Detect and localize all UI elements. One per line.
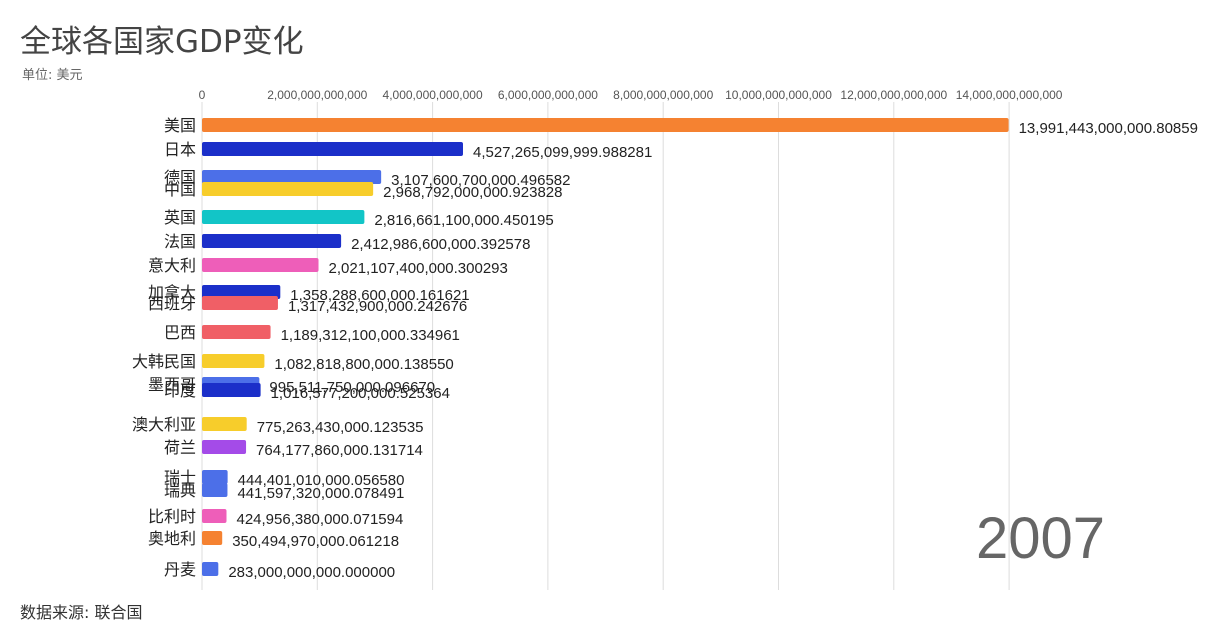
bar (202, 470, 228, 484)
category-label: 法国 (164, 232, 196, 251)
bar (202, 440, 247, 454)
category-label: 加拿大 (148, 283, 196, 302)
category-label: 中国 (164, 180, 196, 199)
value-label: 775,263,430,000.123535 (257, 419, 424, 436)
value-label: 2,412,986,600,000.392578 (351, 236, 530, 253)
category-label: 奥地利 (148, 529, 196, 548)
bars (202, 118, 1009, 576)
x-tick-label: 10,000,000,000,000 (725, 88, 832, 102)
value-label: 1,016,577,200,000.525364 (271, 385, 450, 402)
x-tick-label: 2,000,000,000,000 (267, 88, 367, 102)
value-label: 1,189,312,100,000.334961 (281, 327, 460, 344)
category-labels: 美国日本德国中国英国法国意大利加拿大西班牙巴西大韩民国墨西哥印度澳大利亚荷兰瑞士… (132, 116, 196, 579)
x-tick-label: 4,000,000,000,000 (383, 88, 483, 102)
bar (202, 234, 342, 248)
category-label: 印度 (164, 381, 196, 400)
bar (202, 142, 463, 156)
category-label: 英国 (164, 208, 196, 227)
bar (202, 258, 319, 272)
x-tick-label: 6,000,000,000,000 (498, 88, 598, 102)
bar (202, 285, 281, 299)
data-source: 数据来源: 联合国 (20, 603, 143, 622)
value-label: 1,358,288,600,000.161621 (290, 287, 469, 304)
category-label: 澳大利亚 (132, 415, 196, 434)
value-label: 2,021,107,400,000.300293 (329, 260, 508, 277)
x-tick-label: 12,000,000,000,000 (840, 88, 947, 102)
category-label: 日本 (164, 140, 196, 159)
bar (202, 354, 265, 368)
x-tick-label: 0 (199, 88, 206, 102)
category-label: 美国 (164, 116, 196, 135)
category-label: 巴西 (164, 323, 196, 342)
value-label: 764,177,860,000.131714 (256, 442, 423, 459)
value-label: 441,597,320,000.078491 (237, 485, 404, 502)
value-label: 995,511,750,000.096670 (269, 379, 435, 396)
bar (202, 531, 223, 545)
category-label: 瑞士 (164, 468, 196, 487)
value-label: 1,082,818,800,000.138550 (274, 356, 453, 373)
category-label: 意大利 (148, 256, 196, 275)
value-label: 2,816,661,100,000.450195 (374, 212, 553, 229)
category-label: 西班牙 (148, 294, 196, 313)
bar (202, 417, 247, 431)
x-axis-ticks: 0 2,000,000,000,000 4,000,000,000,000 6,000… (199, 88, 1063, 102)
value-label: 283,000,000,000.000000 (228, 564, 395, 581)
bar (202, 325, 271, 339)
value-label: 424,956,380,000.071594 (236, 511, 403, 528)
grid-lines (201, 102, 1010, 590)
bar (202, 509, 227, 523)
x-tick-label: 14,000,000,000,000 (956, 88, 1063, 102)
bar (202, 210, 365, 224)
value-label: 13,991,443,000,000.80859 (1019, 120, 1198, 137)
value-label: 1,317,432,900,000.242676 (288, 298, 467, 315)
bar (202, 383, 261, 397)
bar (202, 170, 382, 184)
category-label: 比利时 (148, 507, 196, 526)
year-indicator: 2007 (976, 506, 1106, 571)
category-label: 丹麦 (164, 560, 196, 579)
bar (202, 182, 374, 196)
category-label: 大韩民国 (132, 352, 196, 371)
unit-label: 单位: 美元 (22, 68, 83, 83)
value-labels: 13,991,443,000,000.80859 4,527,265,099,99… (228, 120, 1198, 581)
chart-title: 全球各国家GDP变化 (20, 24, 304, 60)
bar (202, 118, 1009, 132)
value-label: 350,494,970,000.061218 (232, 533, 399, 550)
category-label: 荷兰 (164, 438, 196, 457)
x-tick-label: 8,000,000,000,000 (613, 88, 713, 102)
bar (202, 562, 219, 576)
category-label: 墨西哥 (148, 375, 196, 394)
category-label: 瑞典 (164, 481, 196, 500)
bar (202, 483, 228, 497)
category-label: 德国 (164, 168, 196, 187)
value-label: 3,107,600,700,000.496582 (391, 172, 570, 189)
bar (202, 296, 278, 310)
value-label: 4,527,265,099,999.988281 (473, 144, 652, 161)
value-label: 444,401,010,000.056580 (238, 472, 405, 489)
value-label: 2,968,792,000,000.923828 (383, 184, 562, 201)
